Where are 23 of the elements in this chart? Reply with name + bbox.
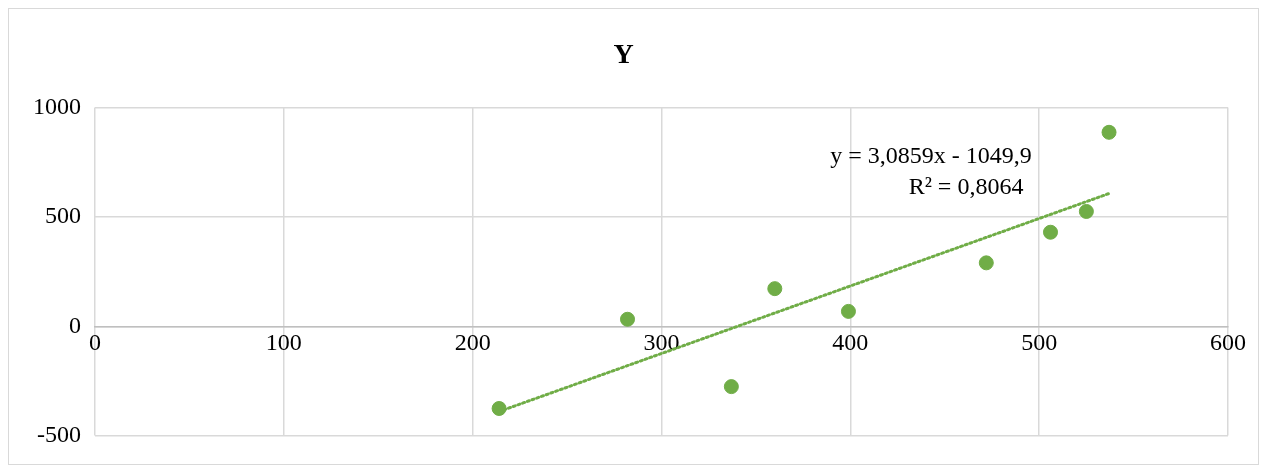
y-tick-label: -500	[37, 420, 81, 447]
point	[1078, 203, 1094, 219]
point	[978, 255, 994, 271]
point	[723, 379, 739, 395]
x-tick-label: 600	[1210, 328, 1246, 355]
point	[1043, 224, 1058, 240]
annotation: y = 3,0859x - 1049,9	[830, 141, 1032, 168]
y-tick-label: 0	[69, 311, 81, 338]
annotation: R² = 0,8064	[908, 172, 1024, 199]
point	[767, 281, 783, 297]
y-tick-label: 500	[45, 202, 81, 229]
point	[491, 400, 507, 416]
x-tick-label: 500	[1021, 328, 1058, 355]
x-tick-label: 100	[265, 328, 302, 355]
x-tick-label: 0	[89, 328, 101, 355]
x-tick-label: 200	[454, 328, 491, 355]
point	[620, 311, 636, 327]
chart-title: Y	[613, 38, 634, 70]
y-tick-label: 1000	[33, 92, 81, 119]
x-tick-label: 400	[832, 328, 869, 355]
point	[840, 303, 856, 319]
x-tick-label: 300	[643, 328, 680, 355]
point	[1101, 124, 1117, 140]
